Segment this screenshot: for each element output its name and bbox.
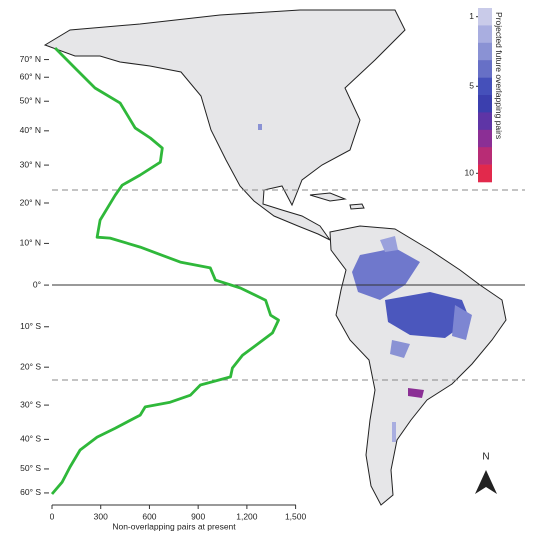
colorbar-title: Projected future overlapping pairs (494, 12, 504, 139)
colorbar-tick-label: 1 (469, 11, 474, 21)
x-tick-label: 900 (191, 511, 205, 521)
x-tick-label: 300 (94, 511, 108, 521)
colorbar-cell (478, 8, 492, 26)
colorbar-cell (478, 129, 492, 148)
colorbar-cell (478, 77, 492, 96)
colorbar-cell (478, 60, 492, 78)
y-tick-label: 10° N (20, 238, 41, 248)
y-tick-label: 50° S (20, 463, 41, 473)
colorbar-tick-label: 10 (465, 168, 475, 178)
y-tick-label: 60° N (20, 71, 41, 81)
north-america (43, 9, 406, 241)
y-tick-label: 50° N (20, 95, 41, 105)
y-tick-label: 60° S (20, 487, 41, 497)
x-axis-label: Non-overlapping pairs at present (112, 521, 236, 531)
y-tick-label: 0° (33, 279, 41, 289)
x-tick-label: 1,200 (236, 511, 258, 521)
colorbar: 1 5 10 Projected future overlapping pairs (465, 8, 504, 183)
north-arrow: N (475, 452, 497, 494)
y-tick-label: 70° N (20, 54, 41, 64)
y-tick-label: 30° N (20, 159, 41, 169)
colorbar-cell (478, 95, 492, 113)
x-tick-label: 0 (50, 511, 55, 521)
y-tick-label: 40° S (20, 434, 41, 444)
y-tick-label: 20° N (20, 197, 41, 207)
colorbar-tick-label: 5 (469, 81, 474, 91)
colorbar-cell (478, 164, 492, 183)
y-tick-label: 30° S (20, 399, 41, 409)
colorbar-cell (478, 147, 492, 165)
colorbar-cell (478, 25, 492, 44)
y-tick-label: 20° S (20, 361, 41, 371)
colorbar-cell (478, 42, 492, 61)
projected-overlap-patches (258, 124, 472, 442)
colorbar-cell (478, 112, 492, 131)
y-tick-label: 10° S (20, 321, 41, 331)
y-tick-label: 40° N (20, 125, 41, 135)
x-tick-label: 1,500 (285, 511, 307, 521)
x-tick-label: 600 (142, 511, 156, 521)
pairs-line (50, 47, 280, 495)
north-label: N (482, 452, 489, 463)
caribbean (309, 192, 365, 210)
